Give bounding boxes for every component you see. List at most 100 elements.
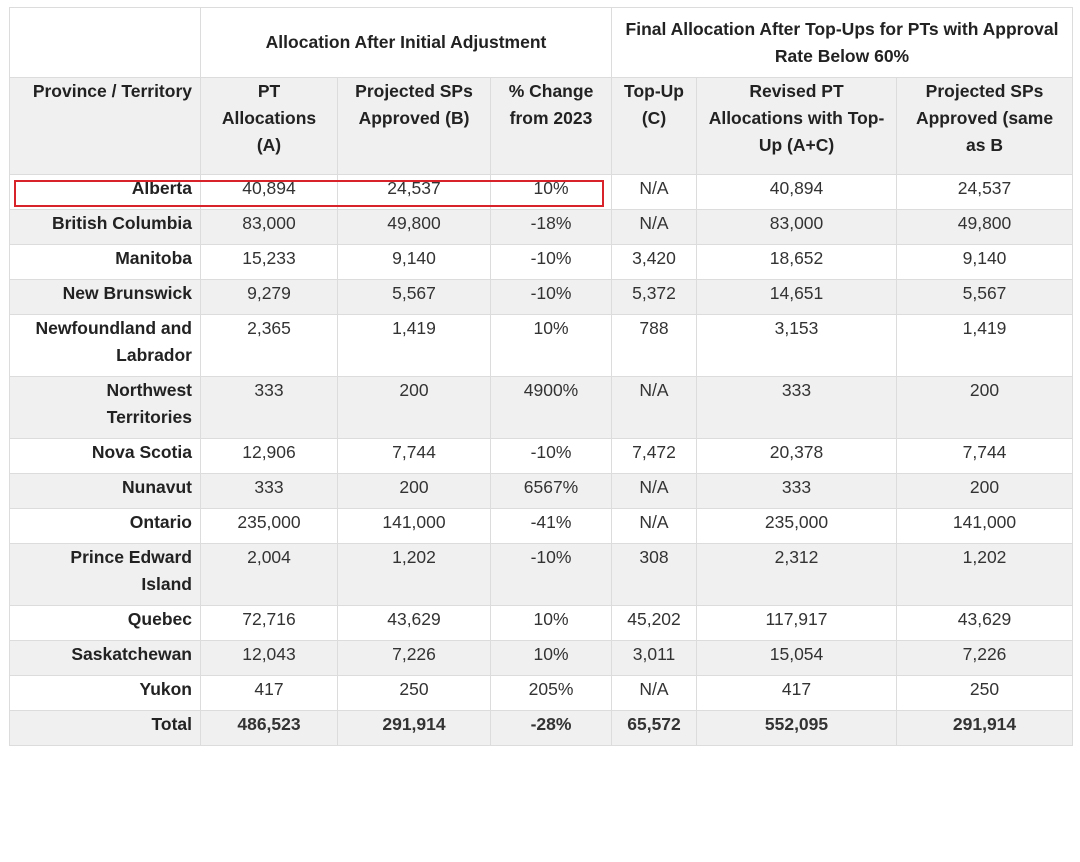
cell-province: Ontario <box>9 508 201 544</box>
cell-province: Prince Edward Island <box>9 543 201 606</box>
cell-projected-sps-same: 1,202 <box>896 543 1074 606</box>
cell-projected-sps: 7,226 <box>337 640 491 676</box>
cell-revised-allocation: 14,651 <box>696 279 898 315</box>
table-row-quebec: Quebec 72,716 43,629 10% 45,202 117,917 … <box>9 605 1074 641</box>
cell-province: Nova Scotia <box>9 438 201 474</box>
cell-province: Alberta <box>9 174 201 210</box>
cell-projected-sps-same: 9,140 <box>896 244 1074 280</box>
cell-projected-sps-same: 250 <box>896 675 1074 711</box>
cell-projected-sps-same: 200 <box>896 376 1074 439</box>
cell-top-up: 3,420 <box>611 244 698 280</box>
header-group-final: Final Allocation After Top-Ups for PTs w… <box>611 7 1074 78</box>
cell-pct-change: -10% <box>489 244 613 280</box>
table-row-nova-scotia: Nova Scotia 12,906 7,744 -10% 7,472 20,3… <box>9 438 1074 474</box>
cell-pt-allocation: 12,906 <box>200 438 338 474</box>
cell-revised-allocation: 117,917 <box>696 605 898 641</box>
cell-projected-sps: 250 <box>337 675 491 711</box>
cell-province: Nunavut <box>9 473 201 509</box>
cell-projected-sps: 200 <box>337 473 491 509</box>
cell-projected-sps-same: 24,537 <box>896 174 1074 210</box>
cell-pct-change: 10% <box>489 174 613 210</box>
cell-projected-sps-same: 200 <box>896 473 1074 509</box>
table-row-prince-edward-island: Prince Edward Island 2,004 1,202 -10% 30… <box>9 543 1074 606</box>
cell-province: Saskatchewan <box>9 640 201 676</box>
cell-projected-sps-same: 7,226 <box>896 640 1074 676</box>
cell-pt-allocation: 235,000 <box>200 508 338 544</box>
cell-projected-sps: 24,537 <box>337 174 491 210</box>
col-header-pct-change: % Change from 2023 <box>489 77 613 175</box>
table-row-new-brunswick: New Brunswick 9,279 5,567 -10% 5,372 14,… <box>9 279 1074 315</box>
cell-province: British Columbia <box>9 209 201 245</box>
cell-pt-allocation: 333 <box>200 473 338 509</box>
cell-pct-change: 6567% <box>489 473 613 509</box>
cell-pct-change: -10% <box>489 279 613 315</box>
allocation-table: Allocation After Initial Adjustment Fina… <box>9 7 1074 746</box>
header-empty-cell <box>9 7 201 78</box>
cell-pt-allocation: 15,233 <box>200 244 338 280</box>
cell-top-up: N/A <box>611 473 698 509</box>
cell-top-up: 788 <box>611 314 698 377</box>
cell-pt-allocation: 83,000 <box>200 209 338 245</box>
cell-projected-sps-same: 5,567 <box>896 279 1074 315</box>
cell-projected-sps-same: 49,800 <box>896 209 1074 245</box>
cell-top-up: 7,472 <box>611 438 698 474</box>
cell-revised-allocation: 18,652 <box>696 244 898 280</box>
cell-revised-allocation: 552,095 <box>696 710 898 746</box>
cell-top-up: 5,372 <box>611 279 698 315</box>
cell-province: Yukon <box>9 675 201 711</box>
table-row-ontario: Ontario 235,000 141,000 -41% N/A 235,000… <box>9 508 1074 544</box>
header-group-row: Allocation After Initial Adjustment Fina… <box>9 7 1074 78</box>
cell-projected-sps-same: 43,629 <box>896 605 1074 641</box>
cell-projected-sps: 1,202 <box>337 543 491 606</box>
cell-pct-change: 4900% <box>489 376 613 439</box>
cell-pct-change: 205% <box>489 675 613 711</box>
cell-province: Quebec <box>9 605 201 641</box>
table-row-northwest-territories: Northwest Territories 333 200 4900% N/A … <box>9 376 1074 439</box>
cell-pct-change: -28% <box>489 710 613 746</box>
cell-revised-allocation: 3,153 <box>696 314 898 377</box>
cell-pt-allocation: 486,523 <box>200 710 338 746</box>
cell-pct-change: -10% <box>489 543 613 606</box>
cell-projected-sps-same: 291,914 <box>896 710 1074 746</box>
table-row-british-columbia: British Columbia 83,000 49,800 -18% N/A … <box>9 209 1074 245</box>
cell-projected-sps: 141,000 <box>337 508 491 544</box>
col-header-projected-sps-same: Projected SPs Approved (same as B <box>896 77 1074 175</box>
col-header-pt-allocations: PT Allocations (A) <box>200 77 338 175</box>
header-column-row: Province / Territory PT Allocations (A) … <box>9 77 1074 175</box>
cell-pct-change: 10% <box>489 314 613 377</box>
cell-province: New Brunswick <box>9 279 201 315</box>
cell-pt-allocation: 9,279 <box>200 279 338 315</box>
col-header-projected-sps: Projected SPs Approved (B) <box>337 77 491 175</box>
cell-province: Newfoundland and Labrador <box>9 314 201 377</box>
cell-pct-change: -10% <box>489 438 613 474</box>
table-row-yukon: Yukon 417 250 205% N/A 417 250 <box>9 675 1074 711</box>
cell-projected-sps: 1,419 <box>337 314 491 377</box>
cell-top-up: 65,572 <box>611 710 698 746</box>
cell-revised-allocation: 235,000 <box>696 508 898 544</box>
cell-province: Manitoba <box>9 244 201 280</box>
cell-projected-sps: 9,140 <box>337 244 491 280</box>
cell-pt-allocation: 12,043 <box>200 640 338 676</box>
header-group-initial: Allocation After Initial Adjustment <box>199 7 613 78</box>
cell-projected-sps: 291,914 <box>337 710 491 746</box>
cell-revised-allocation: 333 <box>696 473 898 509</box>
table-row-saskatchewan: Saskatchewan 12,043 7,226 10% 3,011 15,0… <box>9 640 1074 676</box>
cell-pt-allocation: 2,004 <box>200 543 338 606</box>
cell-projected-sps: 200 <box>337 376 491 439</box>
cell-revised-allocation: 83,000 <box>696 209 898 245</box>
cell-pt-allocation: 417 <box>200 675 338 711</box>
cell-revised-allocation: 333 <box>696 376 898 439</box>
cell-pct-change: 10% <box>489 605 613 641</box>
cell-top-up: 3,011 <box>611 640 698 676</box>
cell-pt-allocation: 2,365 <box>200 314 338 377</box>
cell-top-up: N/A <box>611 675 698 711</box>
table-row-total: Total 486,523 291,914 -28% 65,572 552,09… <box>9 710 1074 746</box>
col-header-revised-allocations: Revised PT Allocations with Top-Up (A+C) <box>696 77 898 175</box>
cell-projected-sps-same: 141,000 <box>896 508 1074 544</box>
cell-revised-allocation: 2,312 <box>696 543 898 606</box>
cell-pt-allocation: 72,716 <box>200 605 338 641</box>
cell-pct-change: -18% <box>489 209 613 245</box>
cell-province: Total <box>9 710 201 746</box>
cell-top-up: 45,202 <box>611 605 698 641</box>
cell-revised-allocation: 20,378 <box>696 438 898 474</box>
